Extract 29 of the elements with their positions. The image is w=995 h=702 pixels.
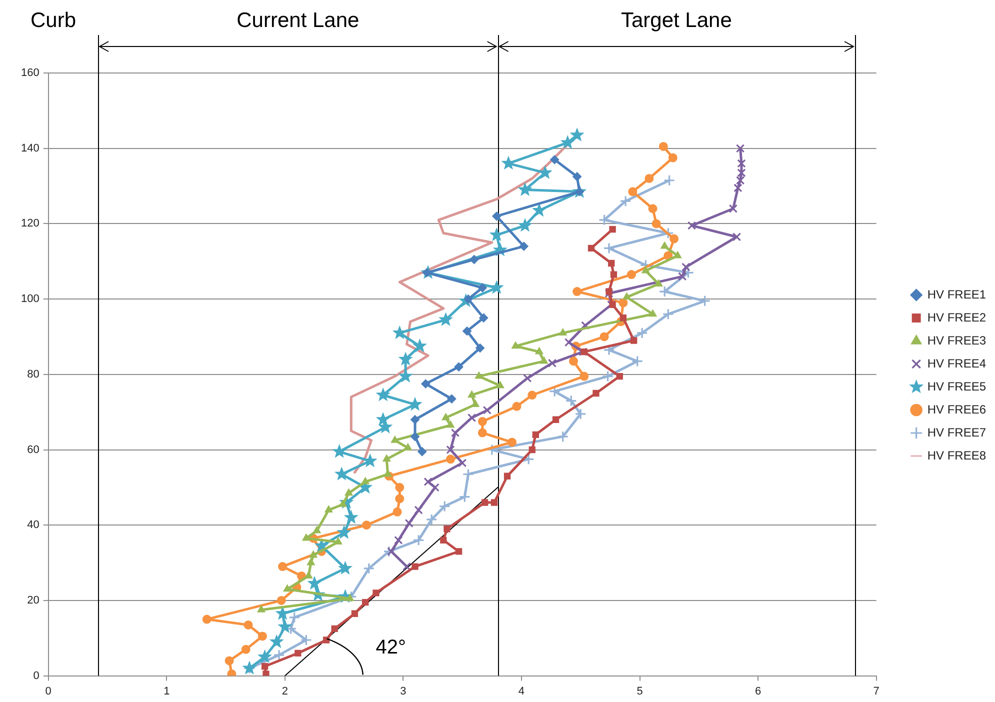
y-tick-label: 160 <box>20 67 40 80</box>
x-tick-label: 3 <box>400 685 406 698</box>
ref-line-label: Curb <box>30 8 76 32</box>
legend-label: HV FREE1 <box>927 287 986 302</box>
x-tick-label: 6 <box>754 685 762 698</box>
x-tick-label: 2 <box>282 685 288 698</box>
legend-label: HV FREE7 <box>927 425 986 440</box>
x-tick-label: 5 <box>636 685 643 698</box>
y-tick-label: 100 <box>20 293 40 306</box>
annotation: 42° <box>376 636 406 658</box>
y-tick-label: 20 <box>27 594 40 606</box>
y-tick-label: 40 <box>27 519 40 532</box>
y-tick-label: 140 <box>20 142 40 154</box>
legend-label: HV FREE8 <box>927 448 986 462</box>
x-tick-label: 4 <box>518 685 525 698</box>
y-tick-label: 0 <box>33 670 40 682</box>
text: Target Lane <box>620 8 732 32</box>
legend-label: HV FREE4 <box>927 356 986 370</box>
legend-label: HV FREE3 <box>927 333 986 348</box>
y-tick-label: 60 <box>27 444 40 456</box>
text: Current Lane <box>236 8 360 32</box>
legend-label: HV FREE6 <box>927 402 986 416</box>
x-tick-label: 7 <box>873 685 880 698</box>
y-tick-label: 80 <box>27 368 40 380</box>
legend-label: HV FREE5 <box>927 379 986 394</box>
legend-label: HV FREE2 <box>927 310 986 324</box>
x-tick-label: 1 <box>164 685 170 698</box>
y-tick-label: 120 <box>20 218 40 230</box>
x-tick-label: 0 <box>45 685 52 698</box>
